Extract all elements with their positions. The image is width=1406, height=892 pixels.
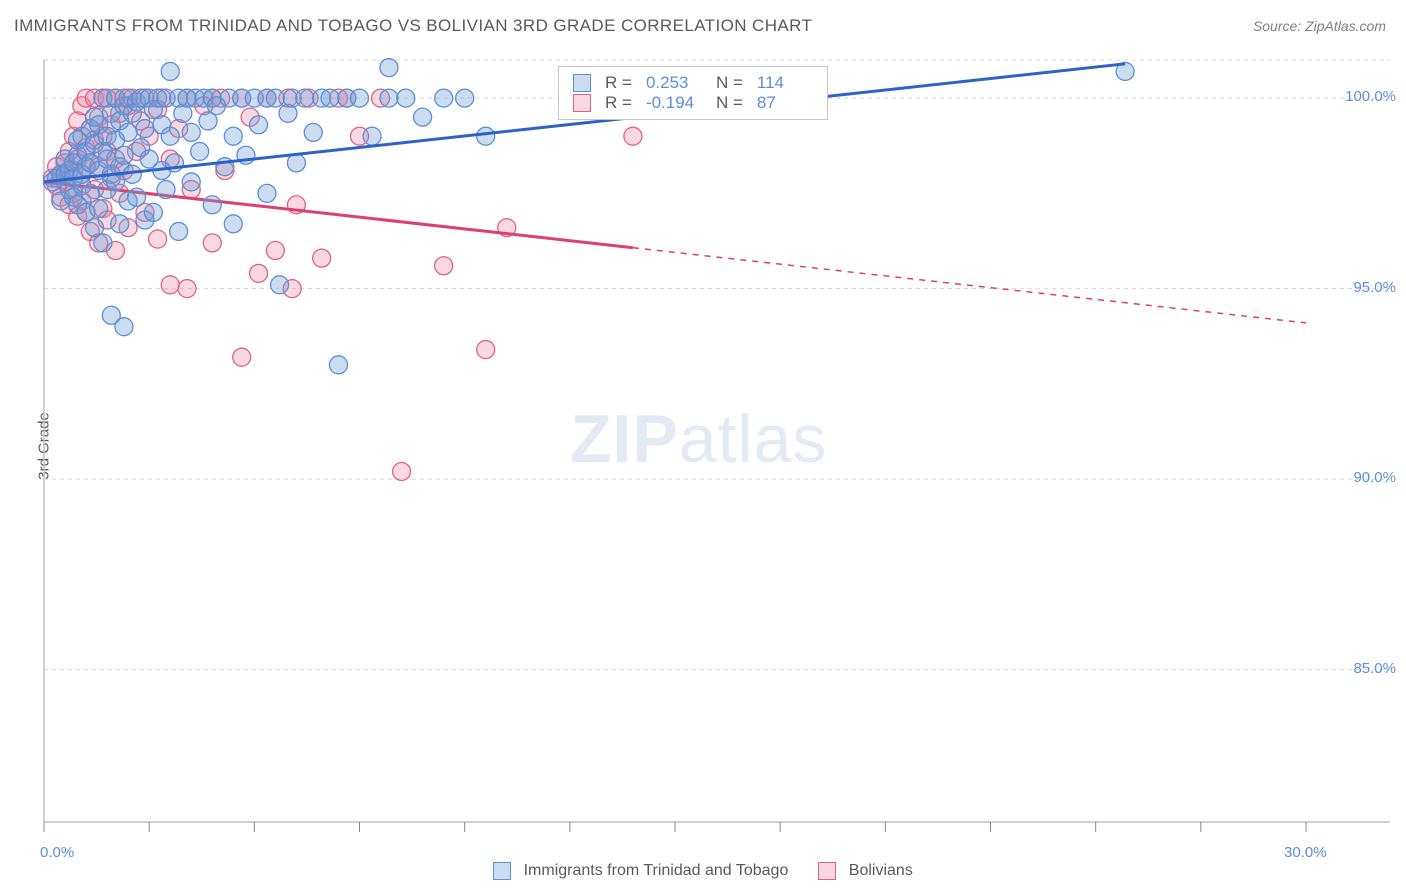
x-tick-max: 30.0% xyxy=(1284,844,1327,861)
scatter-plot xyxy=(0,0,1406,892)
stats-row-blue: R = 0.253 N = 114 xyxy=(573,73,813,93)
correlation-stats-box: R = 0.253 N = 114 R = -0.194 N = 87 xyxy=(558,66,828,120)
swatch-pink xyxy=(818,862,836,880)
n-label: N = xyxy=(716,93,743,113)
legend-item-pink: Bolivians xyxy=(818,862,912,880)
r-label: R = xyxy=(605,93,632,113)
stats-row-pink: R = -0.194 N = 87 xyxy=(573,93,813,113)
legend-label-blue: Immigrants from Trinidad and Tobago xyxy=(524,862,789,879)
r-label: R = xyxy=(605,73,632,93)
x-tick-min: 0.0% xyxy=(40,844,74,861)
r-value-pink: -0.194 xyxy=(646,93,702,113)
n-value-pink: 87 xyxy=(757,93,813,113)
swatch-blue xyxy=(493,862,511,880)
swatch-blue xyxy=(573,74,591,92)
legend-bottom: Immigrants from Trinidad and Tobago Boli… xyxy=(0,862,1406,880)
legend-label-pink: Bolivians xyxy=(849,862,913,879)
swatch-pink xyxy=(573,94,591,112)
r-value-blue: 0.253 xyxy=(646,73,702,93)
n-label: N = xyxy=(716,73,743,93)
legend-item-blue: Immigrants from Trinidad and Tobago xyxy=(493,862,788,880)
n-value-blue: 114 xyxy=(757,73,813,93)
